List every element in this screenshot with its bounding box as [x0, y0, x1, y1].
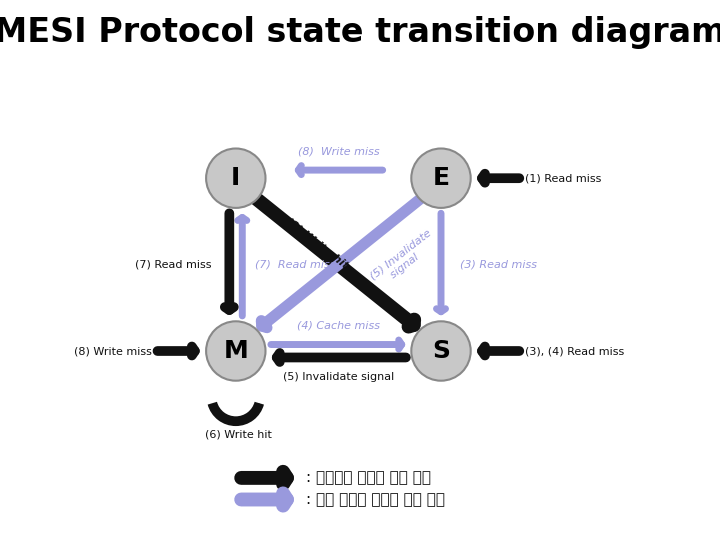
Text: (3), (4) Read miss: (3), (4) Read miss — [525, 346, 624, 356]
Text: (1) Read miss: (1) Read miss — [525, 173, 601, 183]
Text: M: M — [223, 339, 248, 363]
Text: (7) Read miss: (7) Read miss — [135, 260, 212, 269]
Text: (8) Write miss: (8) Write miss — [74, 346, 152, 356]
Text: (6) Write hit: (6) Write hit — [205, 429, 272, 440]
Circle shape — [411, 321, 471, 381]
Text: (5) Invalidate signal: (5) Invalidate signal — [283, 372, 394, 382]
Text: (3) Read miss: (3) Read miss — [460, 260, 537, 269]
Text: I: I — [231, 166, 240, 190]
Text: (2) Write hit: (2) Write hit — [284, 215, 350, 271]
Text: (4) Cache miss: (4) Cache miss — [297, 320, 380, 330]
Circle shape — [206, 321, 266, 381]
Text: : 다른 캐시의 변화에 의한 전이: : 다른 캐시의 변화에 의한 전이 — [306, 492, 445, 507]
Circle shape — [411, 148, 471, 208]
Circle shape — [206, 148, 266, 208]
Text: (8)  Write miss: (8) Write miss — [297, 146, 379, 157]
Text: S: S — [432, 339, 450, 363]
Text: (5) Invalidate
     signal: (5) Invalidate signal — [368, 228, 440, 291]
Text: E: E — [433, 166, 449, 190]
Text: : 프로세스 동작에 의한 전이: : 프로세스 동작에 의한 전이 — [306, 470, 431, 485]
Text: (7)  Read miss: (7) Read miss — [255, 260, 336, 269]
Text: MESI Protocol state transition diagram: MESI Protocol state transition diagram — [0, 16, 720, 49]
